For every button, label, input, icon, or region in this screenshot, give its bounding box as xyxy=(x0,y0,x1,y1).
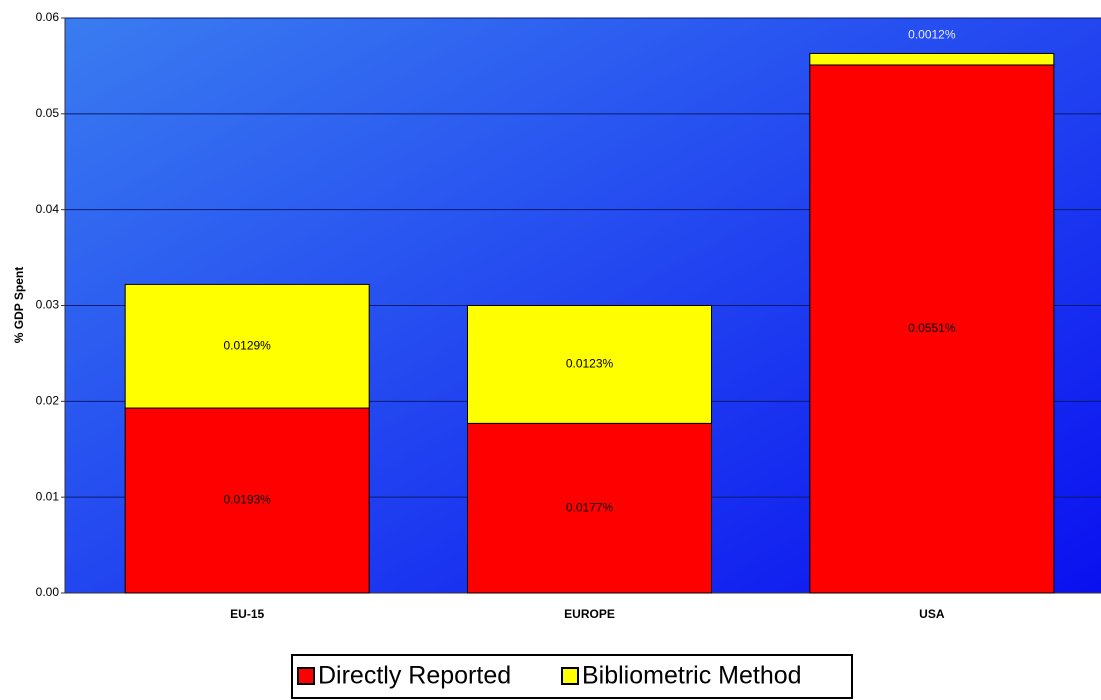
x-tick-label: EU-15 xyxy=(230,607,264,621)
bar-segment xyxy=(809,64,1055,594)
y-axis-label: % GDP Spent xyxy=(12,267,26,343)
x-tick-label: USA xyxy=(919,607,945,621)
data-label: 0.0012% xyxy=(908,28,956,42)
data-label: 0.0193% xyxy=(223,493,271,507)
bar-segment xyxy=(809,52,1055,66)
x-tick-label: EUROPE xyxy=(564,607,615,621)
legend-swatch xyxy=(297,667,315,685)
bar-segment xyxy=(467,305,712,424)
y-tick-label: 0.05 xyxy=(36,106,60,120)
data-label: 0.0177% xyxy=(566,500,614,514)
y-tick-label: 0.03 xyxy=(36,298,60,312)
y-tick-label: 0.00 xyxy=(36,585,60,599)
data-label: 0.0123% xyxy=(566,357,614,371)
y-tick-label: 0.01 xyxy=(36,489,60,503)
bar-segment xyxy=(467,422,712,594)
legend-label: Bibliometric Method xyxy=(582,662,802,690)
y-tick-label: 0.04 xyxy=(36,202,60,216)
legend-label: Directly Reported xyxy=(318,662,511,690)
y-tick-label: 0.02 xyxy=(36,394,60,408)
y-tick-label: 0.06 xyxy=(36,10,60,24)
legend-swatch xyxy=(561,667,579,685)
bar-segment xyxy=(124,283,370,409)
data-label: 0.0551% xyxy=(908,321,956,335)
bar-segment xyxy=(124,407,370,594)
data-label: 0.0129% xyxy=(223,338,271,352)
